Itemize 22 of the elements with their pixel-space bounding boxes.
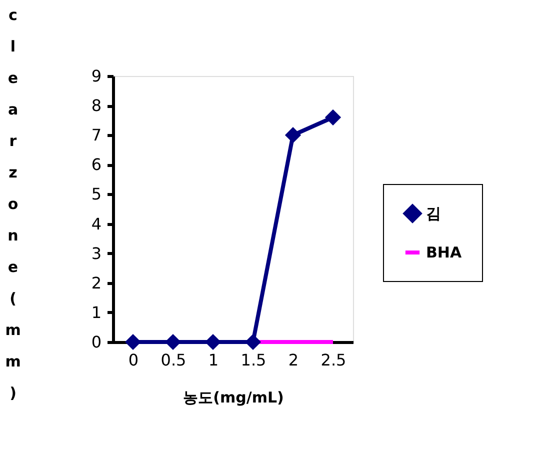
x-tick-label: 0.5 (160, 350, 186, 370)
x-tick-label: 1.5 (240, 350, 266, 370)
x-tick-label: 0 (128, 350, 139, 370)
x-tick-label: 2 (288, 350, 299, 370)
x-tick-label: 2.5 (320, 350, 346, 370)
legend-label: BHA (426, 244, 462, 262)
y-tick-label: 0 (91, 332, 102, 352)
y-tick-label: 9 (91, 66, 102, 86)
y-tick-label: 5 (91, 184, 102, 204)
y-tick-label: 7 (91, 126, 102, 145)
x-axis-title: 농도(mg/mL) (183, 388, 284, 406)
legend-label: 김 (426, 204, 441, 222)
y-tick-label: 4 (91, 214, 102, 234)
point (324, 109, 342, 126)
text: clear zone(mm) (5, 6, 21, 402)
x-tick-label: 1 (208, 350, 219, 370)
y-tick-label: 1 (91, 302, 102, 322)
y-tick-label: 2 (91, 273, 102, 292)
y-tick-label: 3 (91, 244, 102, 263)
y-tick-label: 6 (91, 155, 102, 174)
y-tick-label: 8 (91, 96, 102, 116)
point (284, 127, 302, 144)
